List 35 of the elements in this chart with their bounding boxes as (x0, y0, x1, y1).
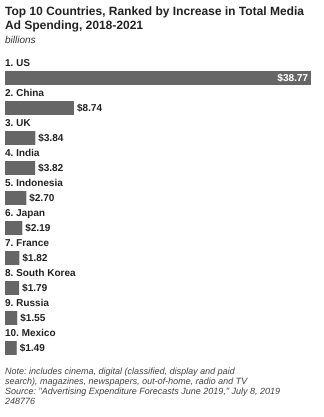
y-tick-label: 3. UK (5, 118, 32, 129)
y-tick-label: 8. South Korea (5, 268, 76, 279)
data-label: $3.82 (38, 163, 64, 174)
y-tick-label: 1. US (5, 58, 30, 69)
data-label: $3.84 (38, 133, 64, 144)
y-tick-label: 2. China (5, 88, 44, 99)
chart-title: Top 10 Countries, Ranked by Increase in Total Media Ad Spending, 2018-2021 (5, 4, 304, 32)
text: 248776 (4, 396, 36, 406)
bar (5, 311, 18, 325)
bar (5, 161, 36, 175)
y-tick-label: 9. Russia (5, 298, 50, 309)
bar (5, 101, 74, 115)
bar (5, 221, 22, 235)
bar (5, 251, 20, 265)
source-note: Source: "Advertising Expenditure Forecasts June 2019," July 8, 2019 (5, 386, 280, 396)
bar (5, 281, 20, 295)
data-label: $2.70 (29, 193, 55, 204)
bar (5, 71, 311, 85)
data-label: $38.77 (277, 73, 308, 84)
data-label: $1.79 (22, 283, 48, 294)
y-tick-label: 6. Japan (5, 208, 46, 219)
y-tick-label: 7. France (5, 238, 50, 249)
y-tick-label: 5. Indonesia (5, 178, 64, 189)
bar (5, 131, 36, 145)
bar (5, 191, 26, 205)
data-label: $1.82 (22, 253, 48, 264)
data-label: $1.55 (20, 313, 46, 324)
y-tick-label: 10. Mexico (5, 328, 56, 339)
y-tick-label: 4. India (5, 148, 40, 159)
chart-subtitle: billions (5, 35, 36, 46)
data-label: $2.19 (25, 223, 51, 234)
bar (5, 341, 17, 355)
text: Note: includes cinema, digital (classified, display and paid search), magazines, newspapers, out-of-home, radio and TV (5, 366, 248, 386)
data-label: $8.74 (76, 103, 102, 114)
data-label: $1.49 (20, 343, 46, 354)
